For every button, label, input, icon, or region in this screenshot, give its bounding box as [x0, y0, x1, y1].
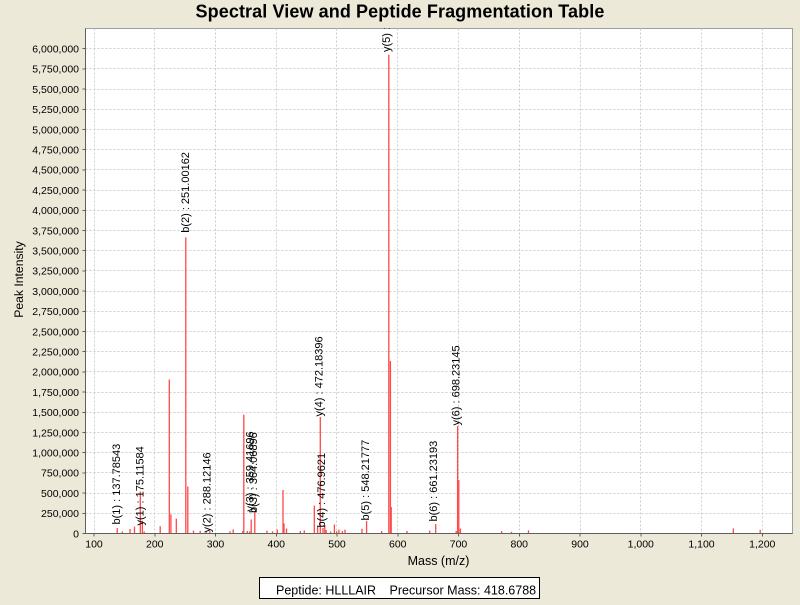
svg-text:2,250,000: 2,250,000 [32, 347, 79, 359]
svg-text:3,750,000: 3,750,000 [32, 225, 79, 237]
svg-text:3,000,000: 3,000,000 [32, 286, 79, 298]
svg-text:100: 100 [85, 539, 103, 551]
svg-text:2,750,000: 2,750,000 [32, 306, 79, 318]
svg-text:b(4) : 476.9621: b(4) : 476.9621 [316, 453, 328, 528]
svg-text:4,000,000: 4,000,000 [32, 205, 79, 217]
svg-text:500,000: 500,000 [41, 488, 79, 500]
svg-text:0: 0 [73, 528, 79, 540]
svg-text:1,100: 1,100 [688, 539, 714, 551]
svg-text:y(4) : 472.18396: y(4) : 472.18396 [313, 336, 325, 416]
svg-text:900: 900 [571, 539, 589, 551]
svg-text:b(2) : 251.00162: b(2) : 251.00162 [180, 152, 192, 233]
svg-text:3,250,000: 3,250,000 [32, 266, 79, 278]
svg-text:y(3) : 359.41696: y(3) : 359.41696 [245, 431, 257, 511]
svg-text:y(2) : 288.12146: y(2) : 288.12146 [201, 452, 213, 532]
svg-text:400: 400 [267, 539, 285, 551]
svg-text:Precursor Mass: 418.6788: Precursor Mass: 418.6788 [390, 584, 537, 598]
svg-text:1,000,000: 1,000,000 [32, 448, 79, 460]
svg-text:1,000: 1,000 [628, 539, 654, 551]
svg-text:600: 600 [389, 539, 407, 551]
svg-text:200: 200 [146, 539, 164, 551]
svg-text:5,750,000: 5,750,000 [32, 64, 79, 76]
svg-text:5,250,000: 5,250,000 [32, 104, 79, 116]
svg-text:750,000: 750,000 [41, 468, 79, 480]
svg-text:500: 500 [328, 539, 346, 551]
svg-text:2,000,000: 2,000,000 [32, 367, 79, 379]
svg-text:b(1) : 137.78543: b(1) : 137.78543 [111, 444, 123, 525]
svg-text:5,500,000: 5,500,000 [32, 84, 79, 96]
svg-text:Spectral View and Peptide Frag: Spectral View and Peptide Fragmentation … [196, 2, 605, 22]
svg-text:Mass (m/z): Mass (m/z) [408, 554, 470, 568]
svg-text:1,500,000: 1,500,000 [32, 407, 79, 419]
svg-text:y(6) : 698.23145: y(6) : 698.23145 [450, 345, 462, 425]
svg-text:Peptide: HLLLAIR: Peptide: HLLLAIR [276, 584, 376, 598]
svg-text:800: 800 [510, 539, 528, 551]
svg-text:4,250,000: 4,250,000 [32, 185, 79, 197]
svg-text:b(6) : 661.23193: b(6) : 661.23193 [428, 441, 440, 522]
svg-text:1,250,000: 1,250,000 [32, 427, 79, 439]
svg-text:4,750,000: 4,750,000 [32, 145, 79, 157]
svg-text:3,500,000: 3,500,000 [32, 246, 79, 258]
svg-text:y(5) : 585.28545: y(5) : 585.28545 [381, 0, 393, 52]
svg-text:1,200: 1,200 [749, 539, 775, 551]
svg-text:Peak Intensity: Peak Intensity [12, 240, 26, 317]
svg-text:2,500,000: 2,500,000 [32, 326, 79, 338]
svg-text:y(1) : 175.11584: y(1) : 175.11584 [135, 446, 147, 525]
svg-text:1,750,000: 1,750,000 [32, 387, 79, 399]
svg-text:250,000: 250,000 [41, 508, 79, 520]
svg-text:300: 300 [207, 539, 225, 551]
svg-text:700: 700 [450, 539, 468, 551]
svg-text:5,000,000: 5,000,000 [32, 124, 79, 136]
svg-text:b(5) : 548.21777: b(5) : 548.21777 [360, 440, 372, 521]
svg-text:6,000,000: 6,000,000 [32, 44, 79, 56]
svg-text:b(3) : 364.06896: b(3) : 364.06896 [248, 432, 260, 513]
svg-text:4,500,000: 4,500,000 [32, 165, 79, 177]
